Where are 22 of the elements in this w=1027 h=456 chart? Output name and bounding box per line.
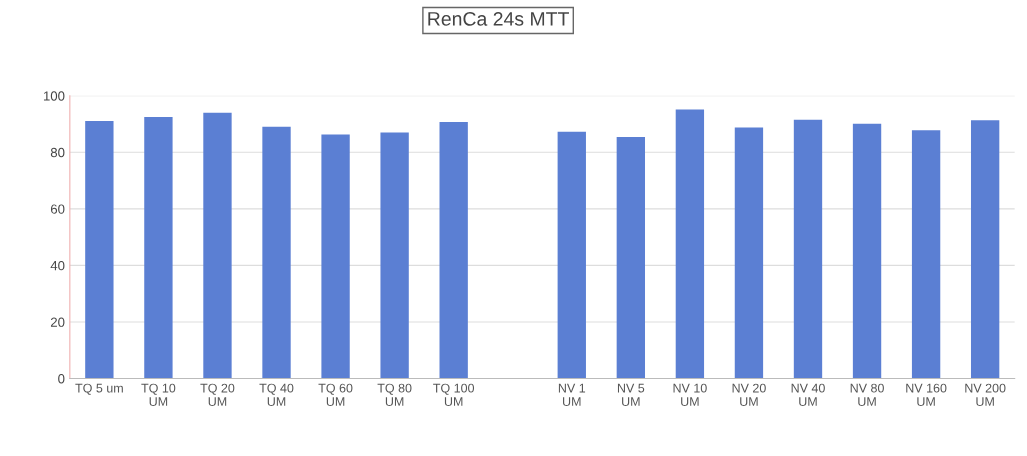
y-tick-label: 100 [43, 91, 65, 101]
x-tick-label: NV 80 UM [850, 383, 884, 406]
x-tick-label: NV 40 UM [791, 383, 825, 406]
y-tick-label: 20 [50, 317, 65, 327]
x-tick-label: TQ 40 UM [259, 383, 294, 406]
x-tick-label: TQ 5 um [75, 383, 123, 395]
x-tick-label: NV 20 UM [732, 383, 766, 406]
x-tick-label: NV 160 UM [906, 383, 947, 406]
x-tick-label: TQ 20 UM [200, 383, 235, 406]
y-tick-label: 0 [58, 374, 65, 384]
y-tick-label: 60 [50, 204, 65, 214]
x-tick-label: NV 200 UM [965, 383, 1006, 406]
x-tick-label: TQ 10 UM [141, 383, 176, 406]
x-tick-label: TQ 60 UM [318, 383, 353, 406]
x-tick-label: TQ 100 UM [433, 383, 475, 406]
chart-title: RenCa 24s MTT [428, 11, 569, 26]
y-tick-label: 40 [50, 260, 65, 271]
x-tick-label: NV 10 UM [673, 383, 707, 406]
x-tick-label: NV 1 UM [558, 383, 586, 406]
x-tick-label: TQ 80 UM [377, 383, 412, 406]
y-tick-label: 80 [50, 147, 65, 158]
x-tick-label: NV 5 UM [617, 383, 645, 406]
